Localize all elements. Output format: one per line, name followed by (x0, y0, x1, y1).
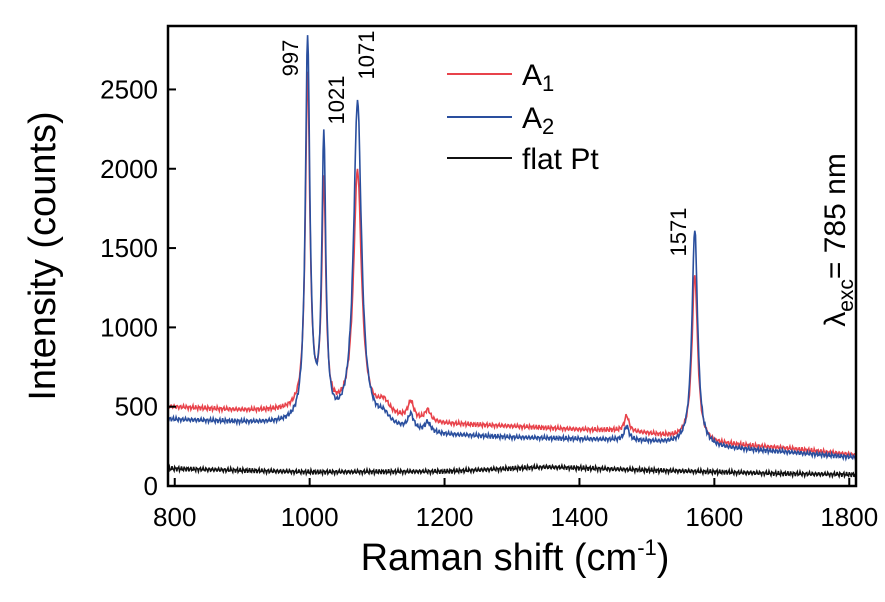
y-axis-title: Intensity (counts) (22, 111, 64, 400)
x-tick-label: 1800 (820, 502, 878, 532)
excitation-wavelength-annotation: λexc= 785 nm (819, 153, 858, 327)
y-tick-label: 0 (144, 471, 158, 501)
legend-label-subscript: 1 (542, 71, 554, 96)
y-tick-label: 1000 (100, 312, 158, 342)
plot-frame (166, 24, 858, 488)
x-tick-label: 1400 (551, 502, 609, 532)
peak-label: 997 (278, 40, 303, 77)
legend-label: flat Pt (522, 143, 599, 176)
series-line-2 (167, 35, 857, 462)
y-tick-label: 2500 (100, 74, 158, 104)
x-tick-label: 1000 (281, 502, 339, 532)
x-tick-label: 800 (153, 502, 196, 532)
legend-label: A1 (522, 59, 554, 96)
series-group (167, 35, 857, 480)
legend-label: A2 (522, 102, 554, 139)
peak-label: 1571 (666, 208, 691, 257)
x-axis-ticks: 800 1000 1200 1400 1600 1800 (153, 478, 878, 532)
y-tick-label: 1500 (100, 233, 158, 263)
annotation-rest: = 785 nm (819, 153, 852, 279)
peak-label: 1021 (324, 76, 349, 125)
peak-label: 1071 (354, 31, 379, 80)
x-tick-label: 1600 (685, 502, 743, 532)
x-axis-title-superscript: -1 (637, 535, 657, 560)
x-axis-title-end: ) (657, 537, 670, 579)
x-axis-title: Raman shift (cm-1) (361, 535, 670, 579)
legend-label-subscript: 2 (542, 114, 554, 139)
legend-label-name: flat Pt (522, 143, 599, 176)
y-tick-label: 500 (115, 392, 158, 422)
series-line-3 (167, 462, 857, 480)
y-axis-ticks: 0 500 1000 1500 2000 2500 (100, 74, 176, 501)
y-tick-label: 2000 (100, 154, 158, 184)
series-line-1 (167, 71, 857, 460)
legend-label-name: A (522, 102, 542, 135)
x-tick-label: 1200 (416, 502, 474, 532)
legend-label-name: A (522, 59, 542, 92)
annotation-subscript: exc (835, 279, 858, 312)
